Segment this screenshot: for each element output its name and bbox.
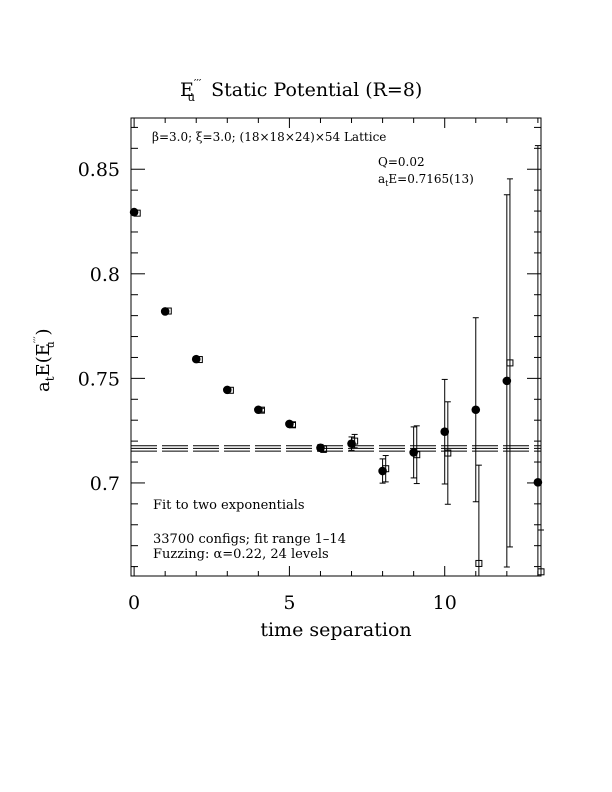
data-point-circle <box>502 376 512 386</box>
title-rest: Static Potential (R=8) <box>211 79 422 101</box>
y-tick-label: 0.7 <box>90 473 120 495</box>
fuzzing-annotation: Fuzzing: α=0.22, 24 levels <box>153 547 329 562</box>
x-axis-label: time separation <box>260 619 411 641</box>
energy-rest: E=0.7165(13) <box>388 172 473 186</box>
ylabel-sub2: u <box>44 341 57 348</box>
ylabel-sup: ′′′ <box>33 336 44 344</box>
ylabel-main: a <box>33 381 54 392</box>
data-point-circle <box>440 427 450 436</box>
data-point-square <box>444 449 452 457</box>
title-sup: ′′′ <box>194 77 202 90</box>
tick-labels: 0 5 10 0.7 0.75 0.8 0.85 <box>78 159 457 614</box>
data-point-square <box>289 421 297 429</box>
fit-band <box>131 445 541 452</box>
data-point-square <box>257 406 265 414</box>
configs-annotation: 33700 configs; fit range 1–14 <box>153 532 346 547</box>
data-point-circle <box>471 405 481 415</box>
ylabel-end: ) <box>33 328 54 341</box>
x-tick-label: 5 <box>283 592 295 614</box>
q-annotation: Q=0.02 <box>378 155 425 169</box>
y-tick-label: 0.85 <box>78 159 120 181</box>
data-point-square <box>382 465 390 473</box>
series-open-square <box>133 178 545 576</box>
title-sub: u <box>187 90 195 104</box>
data-point-square <box>226 386 234 394</box>
data-points <box>129 145 545 576</box>
data-point-square <box>320 445 328 453</box>
x-tick-label: 10 <box>433 592 457 614</box>
data-point-square <box>413 451 421 459</box>
plot-frame <box>130 117 542 577</box>
energy-sub: t <box>385 179 389 188</box>
ylabel-sub: t <box>43 376 57 381</box>
fit-annotation: Fit to two exponentials <box>153 498 305 513</box>
data-point-square <box>506 359 514 367</box>
title-main: E <box>180 79 194 101</box>
data-point-square <box>195 356 203 364</box>
data-point-square <box>351 437 359 445</box>
chart-title: E′′′ u Static Potential (R=8) <box>180 77 422 104</box>
energy-prefix: a <box>378 172 385 186</box>
energy-annotation: atE=0.7165(13) <box>378 172 474 188</box>
data-point-circle <box>533 478 543 487</box>
y-tick-label: 0.8 <box>90 264 120 286</box>
data-point-square <box>164 307 172 315</box>
data-point-square <box>133 209 141 217</box>
ylabel-mid: E(E <box>33 343 54 376</box>
y-axis-label: atE(E′′′u ) <box>33 328 57 392</box>
data-point-square <box>475 559 483 567</box>
x-tick-label: 0 <box>128 592 140 614</box>
y-tick-label: 0.75 <box>78 368 120 390</box>
lattice-annotation: β=3.0; ξ=3.0; (18×18×24)×54 Lattice <box>152 130 386 144</box>
